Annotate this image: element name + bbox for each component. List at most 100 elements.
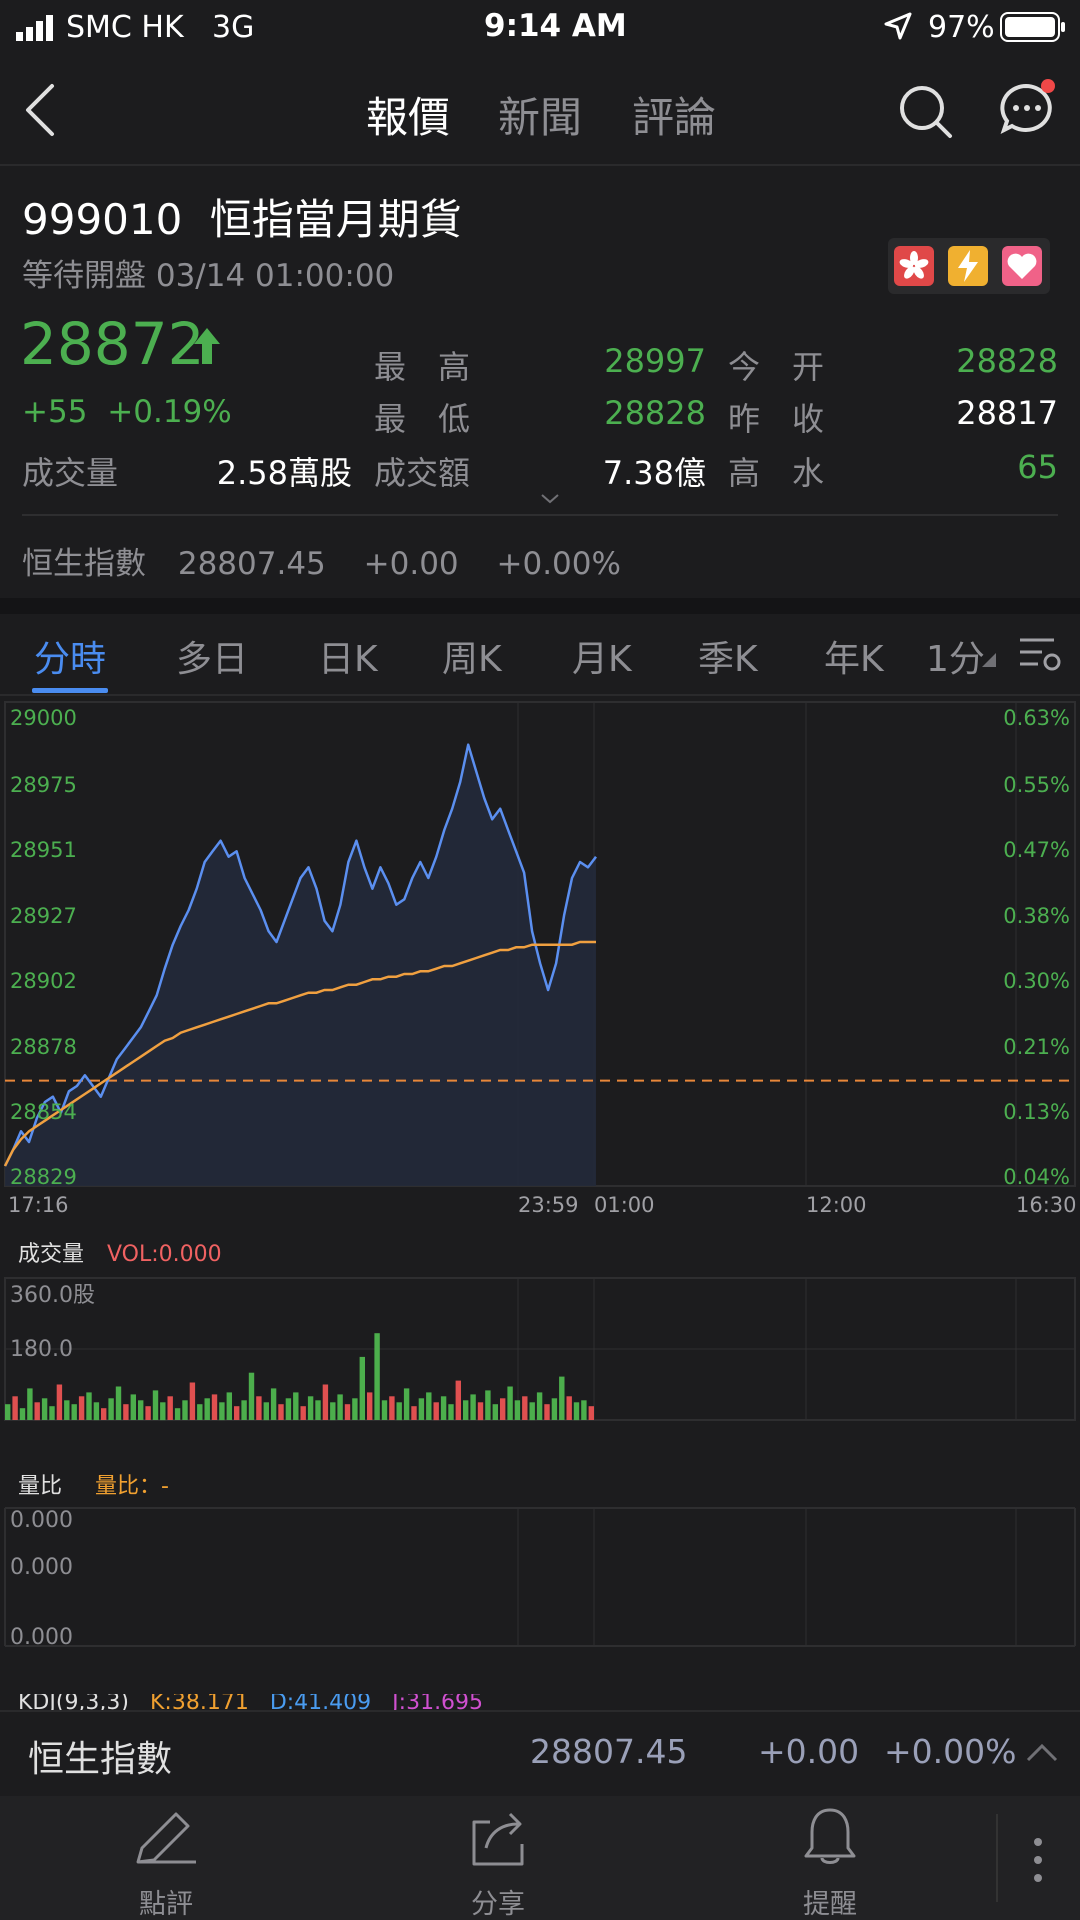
volume-bar — [174, 1408, 181, 1420]
volume-bar — [93, 1402, 100, 1421]
chart-tab-intraday[interactable]: 分時 — [34, 639, 107, 680]
chart-tab-multiday[interactable]: 多日 — [176, 639, 249, 680]
market-status: 等待開盤 03/14 01:00:00 — [22, 258, 395, 294]
volume-bar — [27, 1388, 33, 1420]
volume-bar — [285, 1398, 292, 1420]
current-price: 28872 — [20, 310, 205, 378]
ratio-chart[interactable] — [0, 1506, 1080, 1648]
turnover-value: 7.38億 — [602, 454, 706, 492]
y-pct-label: 0.63% — [1003, 706, 1070, 730]
comment-button[interactable]: 點評 — [66, 1796, 266, 1920]
vol-indicator: VOL:0.000 — [107, 1242, 222, 1267]
volume-bar — [123, 1404, 129, 1420]
search-icon[interactable] — [898, 84, 954, 144]
chart-tab-quarterly-k[interactable]: 季K — [698, 639, 758, 680]
price-line — [3, 743, 597, 1167]
bottom-index-bar[interactable]: 恒生指數 28807.45 +0.00 +0.00% — [0, 1710, 1080, 1794]
volume-bar — [138, 1400, 144, 1420]
bell-icon — [804, 1808, 856, 1864]
chat-icon[interactable] — [996, 76, 1058, 142]
volume-bar — [56, 1384, 63, 1420]
volume-bar — [19, 1408, 26, 1420]
chart-tab-weekly-k[interactable]: 周K — [442, 639, 502, 680]
volume-bar — [278, 1404, 284, 1420]
volume-bar — [152, 1390, 159, 1420]
volume-bar — [433, 1402, 439, 1421]
share-button[interactable]: 分享 — [398, 1796, 598, 1920]
volume-bar — [448, 1404, 454, 1420]
volume-bar — [130, 1394, 136, 1420]
volume-label: 成交量 — [22, 454, 119, 492]
volume-bar — [86, 1392, 92, 1420]
bottom-index-change-percent: +0.00% — [884, 1732, 1017, 1771]
volume-bar — [344, 1404, 351, 1420]
flash-icon[interactable] — [948, 246, 988, 286]
tab-comments[interactable]: 評論 — [632, 93, 717, 142]
y-pct-label: 0.21% — [1003, 1035, 1070, 1059]
volume-bar — [256, 1396, 262, 1420]
y-pct-label: 0.04% — [1003, 1165, 1070, 1189]
volume-bar — [101, 1408, 107, 1420]
volume-bar — [219, 1402, 225, 1421]
chevron-up-icon[interactable] — [1026, 1742, 1058, 1766]
volume-bar — [108, 1398, 114, 1420]
up-arrow-icon — [192, 326, 222, 370]
volume-bar — [270, 1388, 277, 1420]
share-icon — [472, 1812, 524, 1866]
premium-value: 65 — [1017, 448, 1058, 486]
turnover-label: 成交額 — [374, 454, 471, 492]
kdj-k: K:38.171 — [150, 1694, 249, 1710]
volume-bar — [440, 1396, 447, 1420]
network-label: 3G — [212, 10, 255, 45]
prev-close-value: 28817 — [956, 394, 1058, 432]
comment-label: 點評 — [139, 1889, 193, 1920]
kdj-title: KDJ(9,3,3) — [18, 1694, 129, 1710]
dropdown-triangle-icon — [982, 652, 996, 671]
tabs-separator — [0, 694, 1080, 696]
volume-bar — [34, 1402, 40, 1421]
volume-title: 成交量 — [18, 1242, 85, 1267]
volume-bar — [145, 1406, 151, 1420]
volume-bar — [403, 1388, 410, 1420]
volume-bar — [507, 1386, 513, 1420]
volume-chart[interactable] — [0, 1274, 1080, 1424]
premium-label: 高 水 — [728, 454, 825, 492]
expand-chevron-icon[interactable] — [540, 490, 560, 509]
more-options-icon[interactable] — [1030, 1836, 1046, 1888]
volume-bar — [337, 1394, 343, 1420]
alert-button[interactable]: 提醒 — [730, 1796, 930, 1920]
back-arrow-icon[interactable] — [20, 82, 60, 142]
favorite-heart-icon[interactable] — [1002, 246, 1042, 286]
pen-icon — [136, 1812, 196, 1864]
stock-code: 999010 — [22, 195, 183, 244]
volume-bar — [182, 1400, 188, 1420]
volume-bar — [581, 1400, 587, 1420]
volume-bar — [241, 1400, 247, 1420]
hk-flag-icon[interactable] — [894, 246, 934, 286]
volume-bar — [396, 1402, 402, 1421]
chart-tab-monthly-k[interactable]: 月K — [572, 639, 632, 680]
volume-bar — [352, 1398, 358, 1420]
volume-bar — [359, 1356, 365, 1420]
volume-bar — [374, 1333, 380, 1420]
tab-news[interactable]: 新聞 — [498, 93, 583, 142]
volume-bar — [71, 1404, 77, 1420]
chart-tab-daily-k[interactable]: 日K — [318, 639, 378, 680]
index-change-percent: +0.00% — [496, 546, 621, 582]
x-tick-label: 16:30 — [1016, 1193, 1077, 1217]
chart-tab-yearly-k[interactable]: 年K — [824, 639, 884, 680]
x-tick-label: 12:00 — [806, 1193, 867, 1217]
index-row[interactable]: 恒生指數 28807.45 +0.00 +0.00% — [22, 538, 621, 583]
volume-bar — [197, 1404, 203, 1420]
price-area — [5, 744, 596, 1186]
intraday-chart[interactable] — [0, 700, 1080, 1190]
chart-settings-icon[interactable] — [1018, 634, 1062, 678]
chart-tab-1min[interactable]: 1分 — [926, 639, 985, 680]
volume-value: 2.58萬股 — [216, 454, 352, 492]
share-label: 分享 — [471, 1889, 525, 1920]
carrier-label: SMC HK — [66, 10, 184, 45]
volume-bar — [78, 1396, 85, 1420]
stock-title: 999010 恒指當月期貨 — [22, 186, 462, 247]
tab-quote[interactable]: 報價 — [366, 93, 451, 142]
volume-bar — [559, 1376, 565, 1420]
